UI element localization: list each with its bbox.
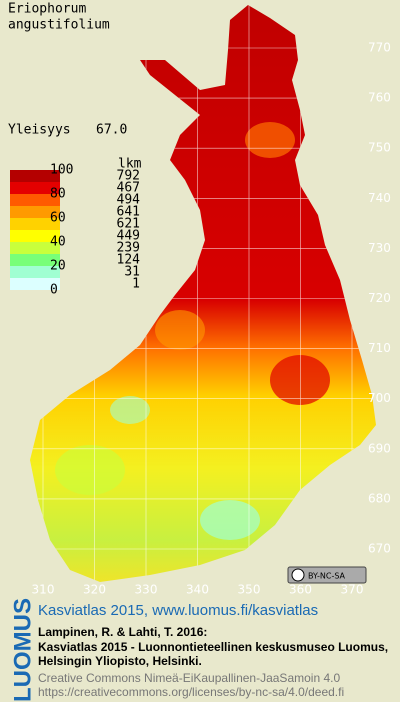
legend-count: 239	[117, 241, 140, 256]
legend-swatch	[10, 182, 60, 194]
license-line: Creative Commons Nimeä-EiKaupallinen-Jaa…	[38, 671, 340, 685]
legend-scale-label: 40	[50, 235, 66, 250]
northing-label: 720	[368, 291, 391, 305]
northing-label: 670	[368, 542, 391, 556]
northing-label: 770	[368, 41, 391, 55]
species-genus: Eriophorum	[8, 2, 86, 17]
legend-count: 1	[132, 277, 140, 292]
legend-swatch	[10, 194, 60, 206]
citation-line: Helsingin Yliopisto, Helsinki.	[38, 654, 202, 668]
easting-label: 310	[32, 583, 55, 597]
count-header: lkm	[118, 157, 142, 172]
frequency-label: Yleisyys	[8, 123, 71, 138]
northing-label: 680	[368, 491, 391, 505]
northing-label: 700	[368, 391, 391, 405]
legend-swatch	[10, 218, 60, 230]
legend-swatch	[10, 230, 60, 242]
northing-label: 710	[368, 341, 391, 355]
legend-swatch	[10, 170, 60, 182]
legend-scale-label: 60	[50, 211, 66, 226]
easting-label: 320	[83, 583, 106, 597]
legend-swatch	[10, 206, 60, 218]
legend-count: 31	[124, 265, 140, 280]
northing-label: 760	[368, 91, 391, 105]
northing-label: 690	[368, 441, 391, 455]
legend-swatch	[10, 242, 60, 254]
legend-count: 467	[117, 181, 140, 196]
license-badge-text: BY-NC-SA	[308, 572, 346, 581]
license-badge: BY-NC-SA	[287, 566, 367, 584]
legend-swatch	[10, 254, 60, 266]
northing-label: 750	[368, 141, 391, 155]
citation-line: Kasviatlas 2015 - Luonnontieteellinen ke…	[38, 640, 388, 654]
legend-count: 621	[117, 217, 140, 232]
legend-count: 494	[117, 193, 141, 208]
species-epithet: angustifolium	[8, 18, 110, 33]
easting-label: 340	[186, 583, 209, 597]
license-line[interactable]: https://creativecommons.org/licenses/by-…	[38, 685, 344, 699]
citation-line: Lampinen, R. & Lahti, T. 2016:	[38, 625, 207, 639]
legend-count: 641	[117, 205, 140, 220]
legend-swatch	[10, 278, 60, 290]
legend-count: 449	[117, 229, 140, 244]
atlas-link[interactable]: Kasviatlas 2015, www.luomus.fi/kasviatla…	[38, 602, 318, 619]
easting-label: 350	[238, 583, 261, 597]
legend-count: 124	[117, 253, 141, 268]
legend-scale-label: 100	[50, 163, 73, 178]
easting-label: 360	[289, 583, 312, 597]
northing-label: 730	[368, 241, 391, 255]
legend-scale-label: 20	[50, 259, 66, 274]
northing-label: 740	[368, 191, 391, 205]
legend-scale-label: 0	[50, 283, 58, 298]
easting-label: 370	[341, 583, 364, 597]
legend-count: 792	[117, 169, 140, 184]
easting-label: 330	[135, 583, 158, 597]
legend-scale-label: 80	[50, 187, 66, 202]
finland-map	[30, 5, 376, 582]
legend-swatch	[10, 266, 60, 278]
frequency-value: 67.0	[96, 123, 127, 138]
brand: LUOMUS	[9, 598, 36, 702]
